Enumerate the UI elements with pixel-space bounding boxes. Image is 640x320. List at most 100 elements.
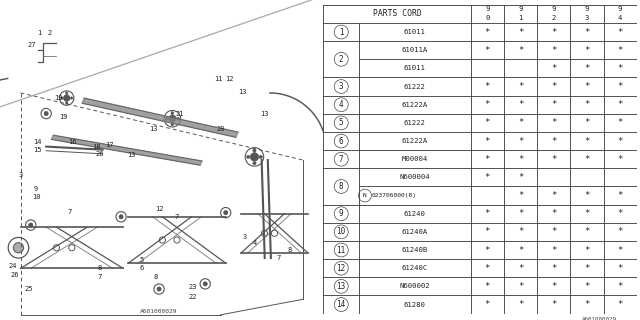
Text: 7: 7 bbox=[339, 155, 344, 164]
Text: *: * bbox=[551, 82, 556, 91]
Text: *: * bbox=[618, 137, 623, 146]
Bar bbox=[504, 59, 537, 77]
Bar bbox=[570, 187, 604, 204]
Circle shape bbox=[63, 95, 70, 101]
Bar bbox=[323, 277, 359, 295]
Bar bbox=[570, 223, 604, 241]
Bar bbox=[504, 277, 537, 295]
Circle shape bbox=[250, 153, 259, 161]
Text: 9: 9 bbox=[518, 6, 523, 12]
Text: *: * bbox=[584, 155, 589, 164]
Text: 14: 14 bbox=[33, 140, 41, 146]
Text: *: * bbox=[484, 209, 490, 218]
Text: 25: 25 bbox=[24, 286, 33, 292]
Bar bbox=[537, 150, 570, 168]
Text: 8: 8 bbox=[97, 265, 102, 271]
Text: *: * bbox=[551, 155, 556, 164]
Text: N600004: N600004 bbox=[399, 174, 430, 180]
Text: *: * bbox=[551, 64, 556, 73]
Bar bbox=[604, 132, 637, 150]
Bar bbox=[359, 204, 470, 223]
Text: N: N bbox=[363, 193, 367, 198]
Text: 3: 3 bbox=[339, 82, 344, 91]
Bar bbox=[323, 23, 359, 41]
Text: *: * bbox=[551, 245, 556, 254]
Text: 3: 3 bbox=[585, 15, 589, 21]
Bar bbox=[504, 114, 537, 132]
Text: 13: 13 bbox=[150, 126, 158, 132]
Bar bbox=[537, 277, 570, 295]
Bar bbox=[470, 77, 504, 96]
Text: 1: 1 bbox=[518, 15, 523, 21]
Bar bbox=[470, 241, 504, 259]
Bar bbox=[570, 23, 604, 41]
Circle shape bbox=[271, 230, 278, 236]
Text: *: * bbox=[551, 209, 556, 218]
Circle shape bbox=[65, 92, 68, 94]
Text: 8: 8 bbox=[339, 182, 344, 191]
Bar bbox=[604, 96, 637, 114]
Bar bbox=[323, 77, 359, 96]
Text: 18: 18 bbox=[92, 144, 100, 149]
Text: 10: 10 bbox=[337, 227, 346, 236]
Text: *: * bbox=[584, 64, 589, 73]
Text: 13: 13 bbox=[238, 89, 246, 95]
Bar bbox=[604, 114, 637, 132]
Text: 19: 19 bbox=[60, 114, 68, 120]
Text: 61222: 61222 bbox=[404, 84, 426, 90]
Bar bbox=[323, 150, 359, 168]
Bar bbox=[537, 96, 570, 114]
Text: N600002: N600002 bbox=[399, 283, 430, 289]
Bar bbox=[570, 168, 604, 187]
Text: *: * bbox=[551, 100, 556, 109]
Circle shape bbox=[246, 155, 250, 159]
Circle shape bbox=[157, 287, 161, 291]
Bar bbox=[604, 241, 637, 259]
Bar bbox=[359, 77, 470, 96]
Bar bbox=[604, 59, 637, 77]
Text: *: * bbox=[484, 227, 490, 236]
Text: 13: 13 bbox=[337, 282, 346, 291]
Bar bbox=[604, 23, 637, 41]
Bar bbox=[504, 150, 537, 168]
Bar bbox=[323, 259, 359, 277]
Text: 13: 13 bbox=[127, 152, 136, 158]
Bar bbox=[323, 41, 359, 77]
Text: 61011: 61011 bbox=[404, 29, 426, 35]
Text: *: * bbox=[584, 282, 589, 291]
Bar bbox=[323, 114, 359, 132]
Bar bbox=[470, 223, 504, 241]
Bar bbox=[570, 96, 604, 114]
Bar bbox=[359, 259, 470, 277]
Bar bbox=[570, 204, 604, 223]
Text: 11: 11 bbox=[214, 76, 223, 83]
Text: 61011A: 61011A bbox=[402, 47, 428, 53]
Bar bbox=[504, 41, 537, 59]
Bar bbox=[359, 187, 470, 204]
Bar bbox=[537, 259, 570, 277]
Bar bbox=[470, 59, 504, 77]
Bar bbox=[570, 114, 604, 132]
Text: 4: 4 bbox=[339, 100, 344, 109]
Circle shape bbox=[203, 282, 207, 286]
Text: *: * bbox=[484, 82, 490, 91]
Bar bbox=[570, 132, 604, 150]
Text: *: * bbox=[584, 118, 589, 127]
Bar bbox=[570, 41, 604, 59]
Bar bbox=[504, 204, 537, 223]
Bar bbox=[470, 41, 504, 59]
Text: *: * bbox=[551, 300, 556, 309]
Text: *: * bbox=[618, 82, 623, 91]
Text: 20: 20 bbox=[216, 126, 225, 132]
Text: *: * bbox=[618, 300, 623, 309]
Text: *: * bbox=[518, 28, 523, 36]
Bar bbox=[359, 223, 470, 241]
Bar bbox=[504, 223, 537, 241]
Text: 21: 21 bbox=[175, 110, 184, 116]
Text: 5: 5 bbox=[140, 257, 144, 263]
Text: 0: 0 bbox=[485, 15, 490, 21]
Text: *: * bbox=[584, 300, 589, 309]
Text: 7: 7 bbox=[277, 255, 281, 261]
Text: *: * bbox=[618, 118, 623, 127]
Text: *: * bbox=[551, 191, 556, 200]
